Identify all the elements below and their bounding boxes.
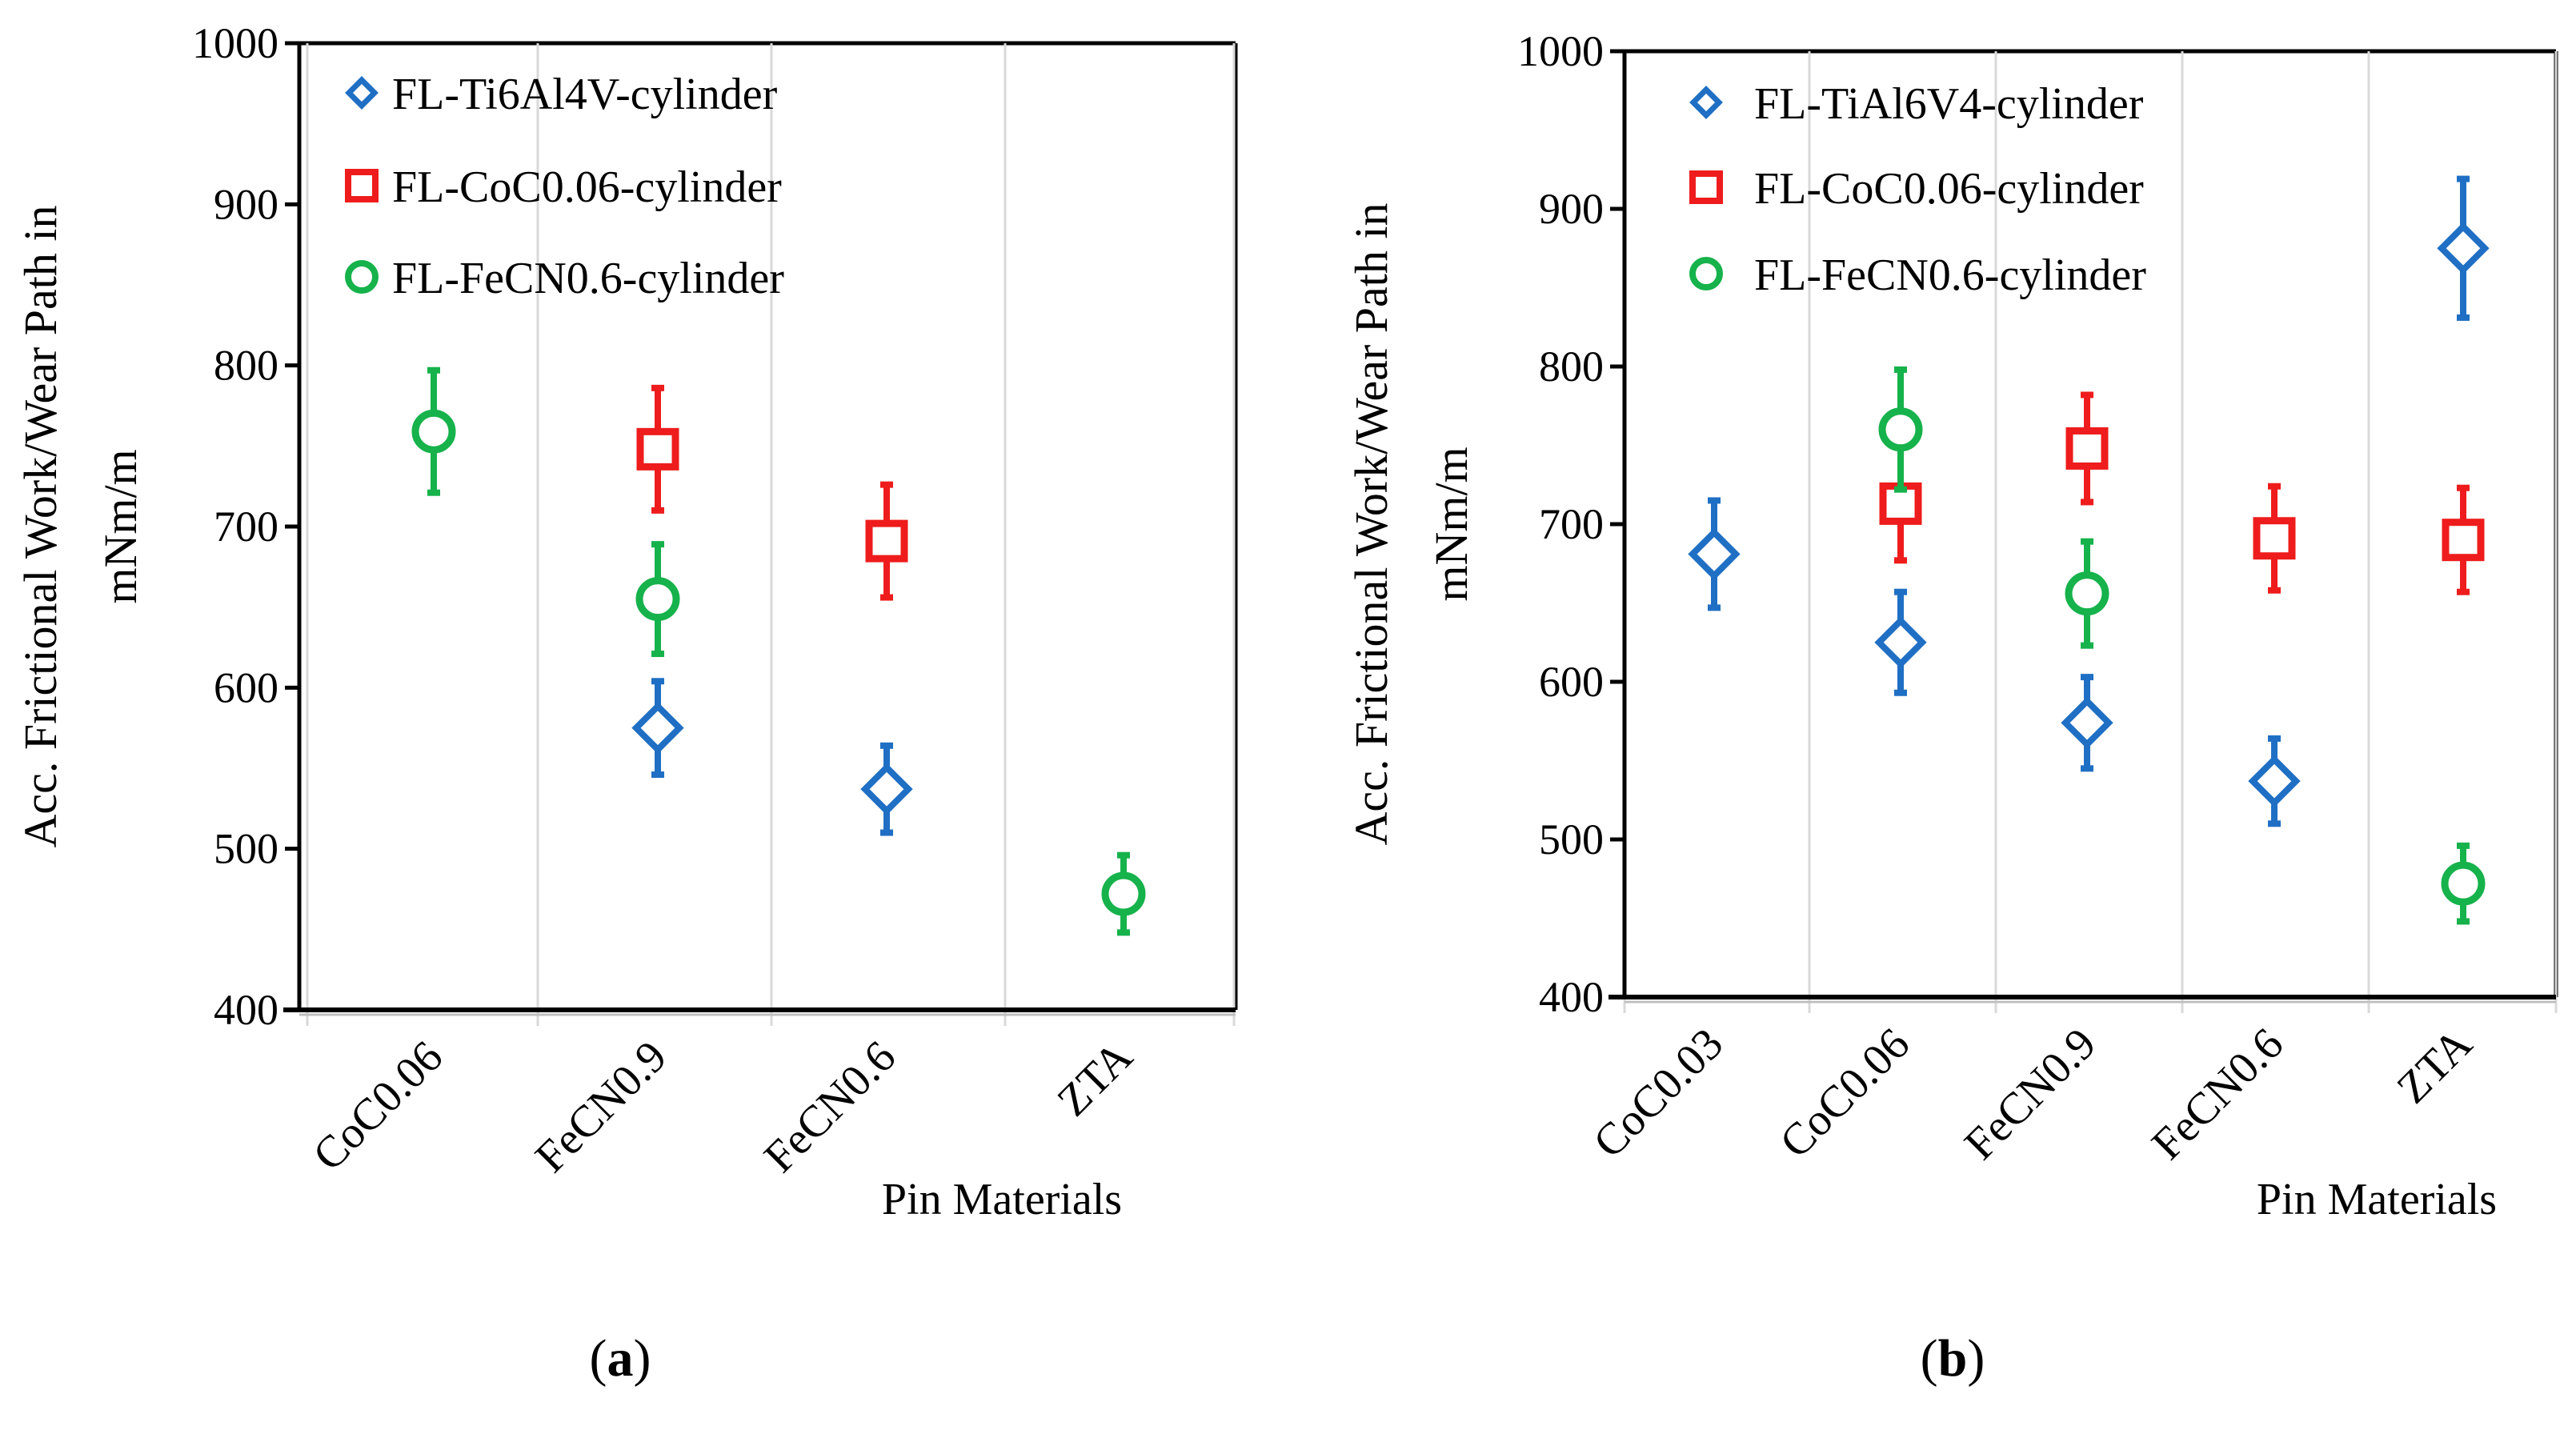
y-axis-label-line2: mNm/m [94, 449, 146, 603]
y-tick-label: 700 [1539, 500, 1604, 548]
data-point-diamond [1874, 616, 1927, 669]
y-tick-label: 600 [214, 663, 278, 711]
legend-label: FL-CoC0.06-cylinder [392, 162, 782, 212]
legend-marker-square [345, 169, 379, 202]
legend-marker-circle [345, 260, 379, 294]
y-tick-label: 500 [1539, 815, 1604, 863]
series-square [636, 384, 908, 601]
y-axis-label-line1: Acc. Frictional Work/Wear Path in [1345, 203, 1397, 846]
data-point-diamond [1688, 527, 1741, 581]
panel-label: (a) [590, 1329, 651, 1388]
y-tick-label: 900 [214, 180, 278, 228]
y-tick-label: 400 [1539, 973, 1604, 1021]
series-diamond [1688, 175, 2490, 827]
y-tick-label: 1000 [192, 19, 278, 67]
legend-label: FL-FeCN0.6-cylinder [392, 254, 784, 303]
y-tick-label: 800 [1539, 342, 1604, 391]
series-circle [1878, 366, 2486, 925]
series-circle [411, 367, 1146, 936]
legend-marker-diamond [1689, 86, 1723, 119]
legend-label: FL-TiAl6V4-cylinder [1754, 79, 2144, 129]
panel-label-letter: b [1938, 1329, 1968, 1388]
y-tick-label: 1000 [1517, 27, 1604, 75]
data-point-circle [411, 409, 456, 454]
data-point-square [2065, 427, 2109, 470]
y-tick-label: 800 [214, 342, 278, 390]
data-point-circle [2441, 861, 2486, 906]
y-tick-label: 400 [214, 986, 278, 1034]
legend: FL-Ti6Al4V-cylinder FL-CoC0.06-cylinder FL… [345, 70, 784, 303]
y-axis-label-line2: mNm/m [1425, 447, 1477, 601]
data-point-square [636, 427, 679, 471]
series-square [1879, 391, 2485, 595]
legend-label: FL-CoC0.06-cylinder [1754, 164, 2144, 214]
data-point-diamond [631, 702, 684, 755]
legend-label: FL-Ti6Al4V-cylinder [392, 70, 778, 119]
panel-label-letter: a [607, 1329, 634, 1388]
data-point-diamond [860, 763, 913, 815]
y-tick-label: 700 [214, 503, 278, 551]
legend-marker-circle [1689, 257, 1723, 290]
data-point-circle [2065, 571, 2109, 616]
y-tick-label: 600 [1539, 658, 1604, 706]
data-point-square [2253, 517, 2296, 560]
legend: FL-TiAl6V4-cylinder FL-CoC0.06-cylinder FL… [1689, 79, 2146, 300]
y-tick-label: 900 [1539, 185, 1604, 233]
legend-marker-square [1689, 170, 1723, 204]
x-axis-title: Pin Materials [2257, 1175, 2497, 1224]
series-diamond [631, 678, 913, 836]
y-axis-label-line1: Acc. Frictional Work/Wear Path in [14, 206, 66, 848]
data-point-diamond [2437, 222, 2490, 274]
data-point-circle [1878, 407, 1923, 452]
data-point-circle [1101, 871, 1146, 916]
data-point-square [2442, 519, 2485, 562]
panel-label: (b) [1921, 1329, 1985, 1388]
legend-marker-diamond [345, 76, 379, 110]
data-point-diamond [2061, 696, 2113, 749]
legend-label: FL-FeCN0.6-cylinder [1754, 250, 2146, 300]
y-tick-label: 500 [214, 825, 278, 873]
data-point-diamond [2248, 755, 2301, 807]
data-point-square [865, 519, 908, 563]
data-point-circle [635, 577, 680, 622]
x-axis-title: Pin Materials [882, 1175, 1122, 1224]
